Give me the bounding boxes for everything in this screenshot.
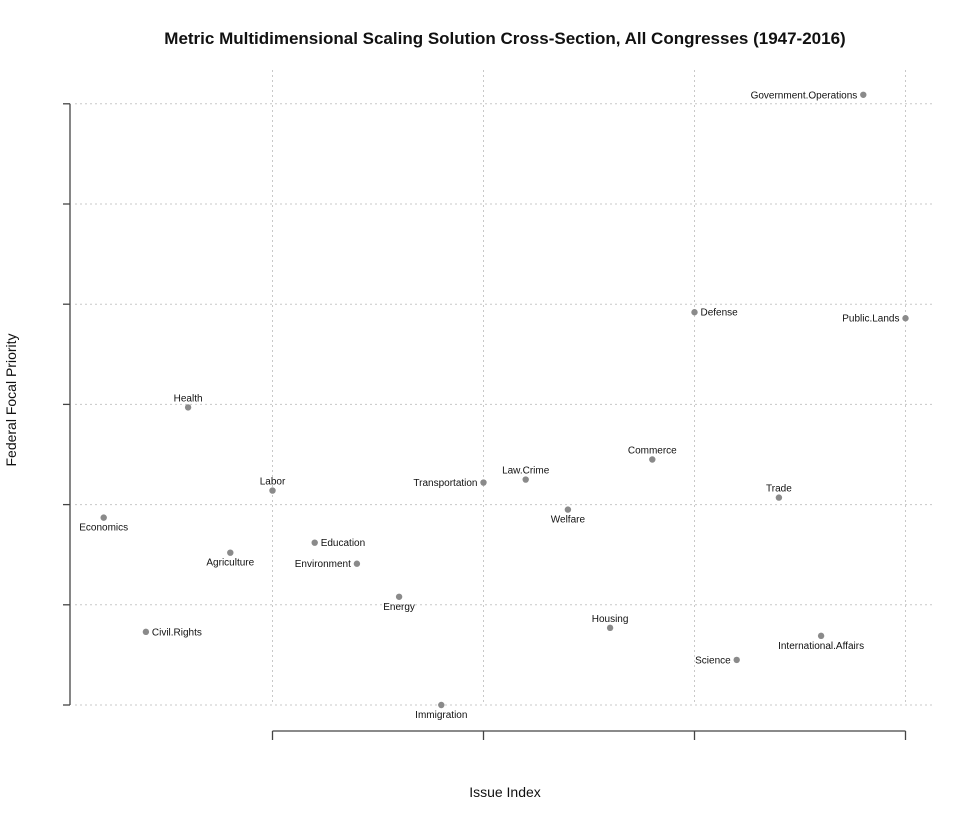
point-label: International.Affairs <box>778 641 864 652</box>
point-label: Immigration <box>415 710 467 721</box>
data-point <box>860 91 867 98</box>
data-point <box>522 476 529 483</box>
point-label: Civil.Rights <box>152 627 202 638</box>
point-label: Labor <box>260 477 286 488</box>
data-point <box>100 514 107 521</box>
data-point <box>438 701 445 709</box>
data-point <box>817 632 825 640</box>
data-point <box>480 479 487 486</box>
axis-layer <box>63 103 907 740</box>
grid-layer <box>75 70 935 706</box>
point-label: Trade <box>766 484 792 495</box>
point-label: Welfare <box>551 515 586 526</box>
data-point <box>775 494 783 501</box>
point-label: Health <box>174 393 203 404</box>
point-label: Defense <box>701 308 739 319</box>
data-point <box>227 549 234 556</box>
x-axis-label: Issue Index <box>469 784 541 800</box>
data-point <box>902 315 909 322</box>
point-label: Economics <box>79 523 128 534</box>
points-layer: Economics Civil.Rights Health Agriculture La… <box>79 90 909 721</box>
chart-title: Metric Multidimensional Scaling Solution… <box>164 29 845 48</box>
data-point <box>353 560 361 567</box>
data-point <box>649 456 656 463</box>
point-label: Education <box>321 538 365 549</box>
point-label: Housing <box>592 614 629 625</box>
data-point <box>733 656 740 664</box>
point-label: Environment <box>295 559 351 570</box>
point-label: Public.Lands <box>842 314 899 325</box>
data-point <box>564 506 572 513</box>
point-label: Government.Operations <box>751 90 858 101</box>
data-point <box>184 404 192 411</box>
data-point <box>606 624 614 632</box>
data-point <box>269 487 276 494</box>
data-point <box>691 309 698 316</box>
data-point <box>311 539 318 546</box>
point-label: Transportation <box>413 478 477 489</box>
data-point <box>395 593 403 600</box>
point-label: Commerce <box>628 446 677 457</box>
point-label: Energy <box>383 602 415 613</box>
data-point <box>142 628 150 636</box>
y-axis-label: Federal Focal Priority <box>3 333 19 466</box>
point-label: Law.Crime <box>502 466 550 477</box>
point-label: Science <box>695 655 731 666</box>
point-label: Agriculture <box>206 558 254 569</box>
